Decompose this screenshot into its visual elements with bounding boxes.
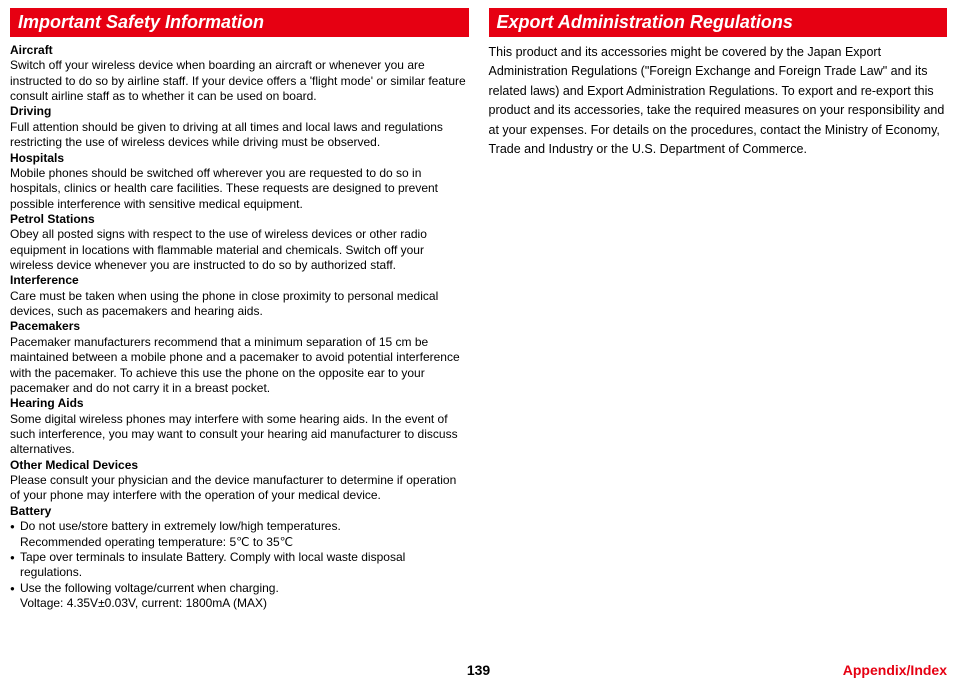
bullet-text: Use the following voltage/current when c… xyxy=(20,581,469,612)
bullet-marker: ● xyxy=(10,519,20,550)
footer-section-label: Appendix/Index xyxy=(843,662,947,678)
subsection-text: Care must be taken when using the phone … xyxy=(10,289,469,320)
columns-container: Important Safety Information AircraftSwi… xyxy=(0,0,957,640)
bullet-item: ●Use the following voltage/current when … xyxy=(10,581,469,612)
subsection-text: Full attention should be given to drivin… xyxy=(10,120,469,151)
subsection-text: Obey all posted signs with respect to th… xyxy=(10,227,469,273)
subsection-title: Aircraft xyxy=(10,43,469,58)
bullet-marker: ● xyxy=(10,550,20,581)
subsection-title: Battery xyxy=(10,504,469,519)
subsection-text: Pacemaker manufacturers recommend that a… xyxy=(10,335,469,396)
subsection-title: Petrol Stations xyxy=(10,212,469,227)
subsection-text: Mobile phones should be switched off whe… xyxy=(10,166,469,212)
subsection-text: Some digital wireless phones may interfe… xyxy=(10,412,469,458)
left-body: AircraftSwitch off your wireless device … xyxy=(10,43,469,611)
bullet-text: Tape over terminals to insulate Battery.… xyxy=(20,550,469,581)
subsection-title: Other Medical Devices xyxy=(10,458,469,473)
right-section-header: Export Administration Regulations xyxy=(489,8,948,37)
subsection-text: Switch off your wireless device when boa… xyxy=(10,58,469,104)
subsection-title: Interference xyxy=(10,273,469,288)
bullet-marker: ● xyxy=(10,581,20,612)
subsection-title: Hearing Aids xyxy=(10,396,469,411)
page-footer: 139 Appendix/Index xyxy=(0,662,957,682)
left-column: Important Safety Information AircraftSwi… xyxy=(0,8,479,640)
right-body: This product and its accessories might b… xyxy=(489,43,948,159)
bullet-item: ●Do not use/store battery in extremely l… xyxy=(10,519,469,550)
subsection-title: Driving xyxy=(10,104,469,119)
right-column: Export Administration Regulations This p… xyxy=(479,8,957,640)
bullet-text: Do not use/store battery in extremely lo… xyxy=(20,519,469,550)
subsection-text: Please consult your physician and the de… xyxy=(10,473,469,504)
subsection-title: Hospitals xyxy=(10,151,469,166)
bullet-item: ●Tape over terminals to insulate Battery… xyxy=(10,550,469,581)
subsection-title: Pacemakers xyxy=(10,319,469,334)
page-number: 139 xyxy=(467,662,490,678)
left-section-header: Important Safety Information xyxy=(10,8,469,37)
